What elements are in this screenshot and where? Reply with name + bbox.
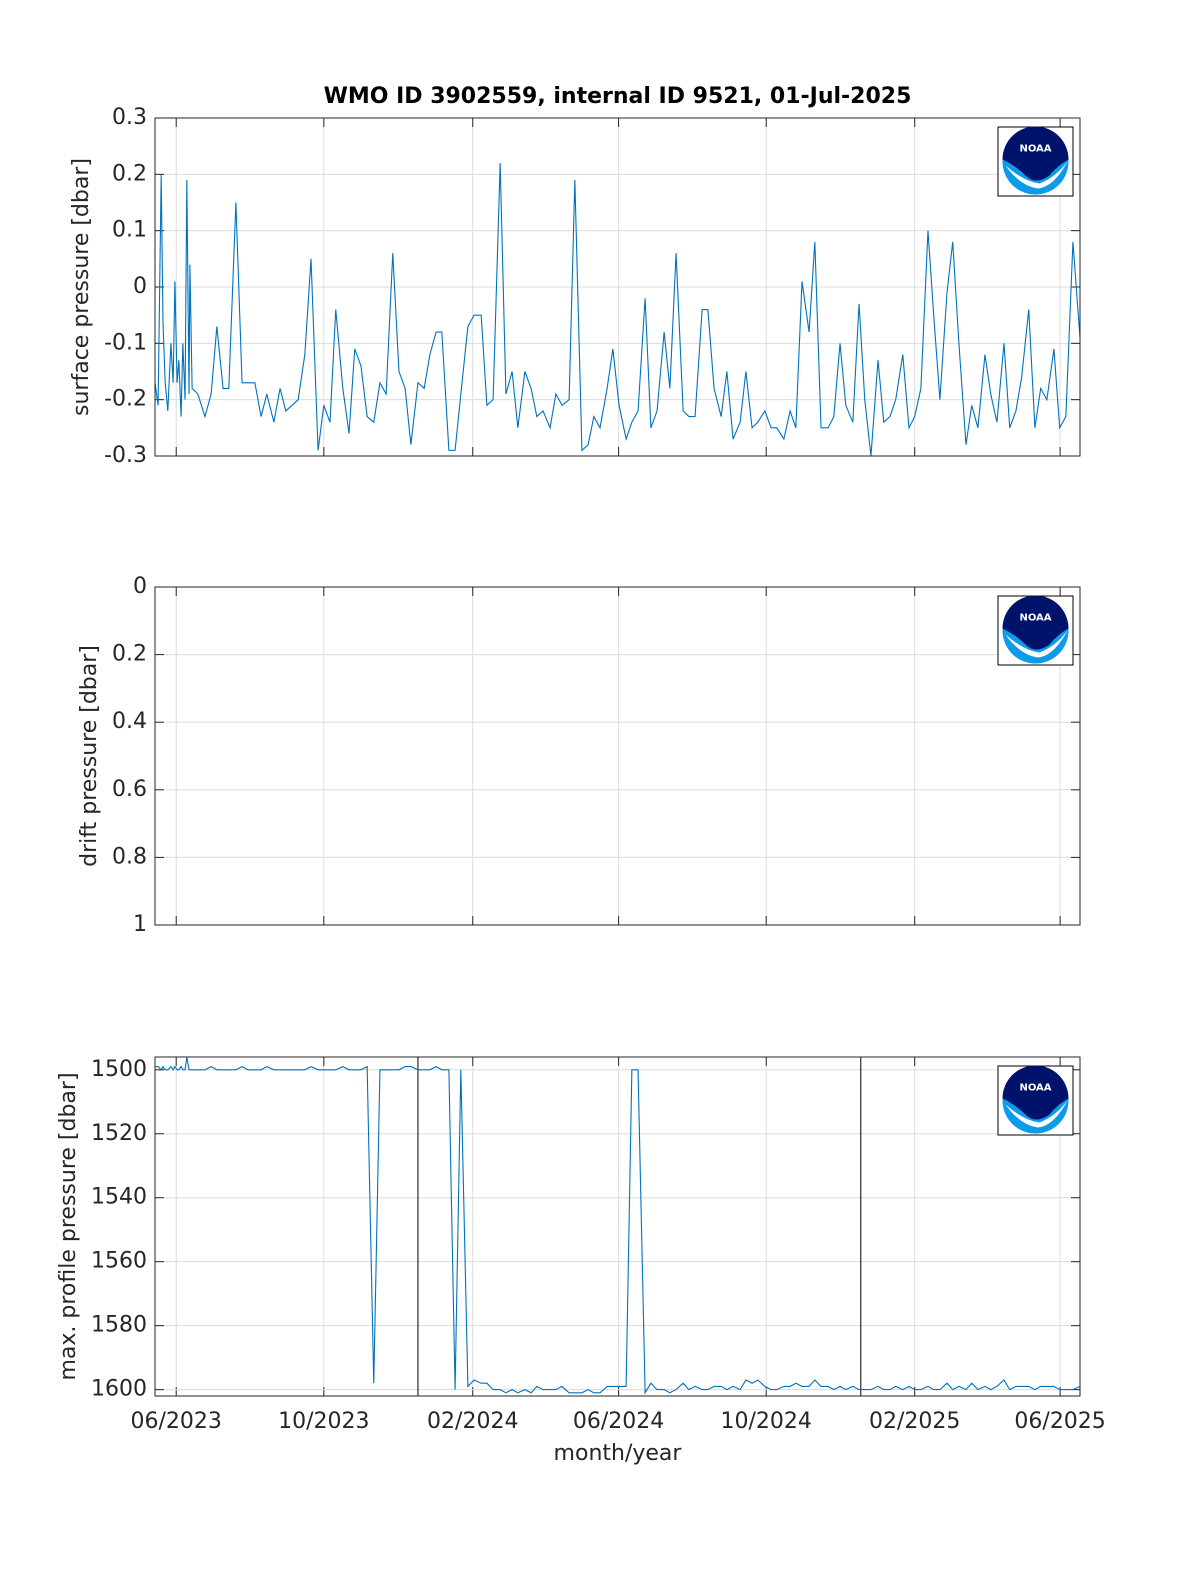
y-axis-label: max. profile pressure [dbar] bbox=[56, 1072, 81, 1380]
x-tick-label: 10/2023 bbox=[278, 1409, 369, 1434]
x-tick-label: 06/2023 bbox=[131, 1409, 222, 1434]
y-tick-label: 0.6 bbox=[112, 777, 147, 802]
y-axis-label: surface pressure [dbar] bbox=[69, 158, 94, 416]
y-tick-label: 0 bbox=[133, 574, 147, 599]
axes-box bbox=[154, 586, 1081, 926]
noaa-logo: NOAA bbox=[997, 126, 1074, 197]
y-tick-label: 0.4 bbox=[112, 709, 147, 734]
chart-title: WMO ID 3902559, internal ID 9521, 01-Jul… bbox=[324, 84, 912, 109]
y-tick-label: -0.3 bbox=[104, 443, 147, 468]
x-tick-label: 06/2025 bbox=[1014, 1409, 1105, 1434]
plot-area bbox=[155, 587, 1080, 925]
logo-gull bbox=[1005, 630, 1068, 658]
noaa-logo: NOAA bbox=[997, 595, 1074, 666]
y-tick-label: -0.2 bbox=[104, 387, 147, 412]
axes-box bbox=[154, 1056, 1081, 1397]
logo-gull bbox=[1005, 1100, 1068, 1128]
x-axis-label: month/year bbox=[554, 1441, 683, 1466]
y-tick-label: 0.2 bbox=[112, 161, 147, 186]
y-tick-label: 0.3 bbox=[112, 105, 147, 130]
y-tick-label: 0.8 bbox=[112, 844, 147, 869]
y-tick-label: 1520 bbox=[91, 1121, 147, 1146]
data-line bbox=[155, 1056, 1081, 1395]
x-tick-label: 06/2024 bbox=[573, 1409, 664, 1434]
y-tick-label: 1560 bbox=[91, 1249, 147, 1274]
y-tick-label: 0 bbox=[133, 274, 147, 299]
logo-top bbox=[1002, 595, 1069, 650]
y-tick-label: 1540 bbox=[91, 1185, 147, 1210]
logo-text: NOAA bbox=[1019, 613, 1051, 624]
y-tick-label: 0.1 bbox=[112, 218, 147, 243]
data-line bbox=[154, 163, 1081, 457]
y-tick-label: 0.2 bbox=[112, 642, 147, 667]
axes-box bbox=[154, 117, 1081, 457]
logo-text: NOAA bbox=[1019, 1083, 1051, 1094]
logo-top bbox=[1002, 1065, 1069, 1120]
y-tick-label: 1 bbox=[133, 912, 147, 937]
x-tick-label: 02/2024 bbox=[427, 1409, 518, 1434]
y-axis-label: drift pressure [dbar] bbox=[77, 645, 102, 867]
logo-text: NOAA bbox=[1019, 144, 1051, 155]
x-tick-label: 02/2025 bbox=[869, 1409, 960, 1434]
y-tick-label: 1580 bbox=[91, 1313, 147, 1338]
y-tick-label: 1600 bbox=[91, 1377, 147, 1402]
x-tick-label: 10/2024 bbox=[721, 1409, 812, 1434]
y-tick-label: 1500 bbox=[91, 1057, 147, 1082]
y-tick-label: -0.1 bbox=[104, 330, 147, 355]
plot-area bbox=[155, 1057, 1080, 1396]
logo-gull bbox=[1005, 161, 1068, 189]
noaa-logo: NOAA bbox=[997, 1065, 1074, 1136]
logo-top bbox=[1002, 126, 1069, 181]
